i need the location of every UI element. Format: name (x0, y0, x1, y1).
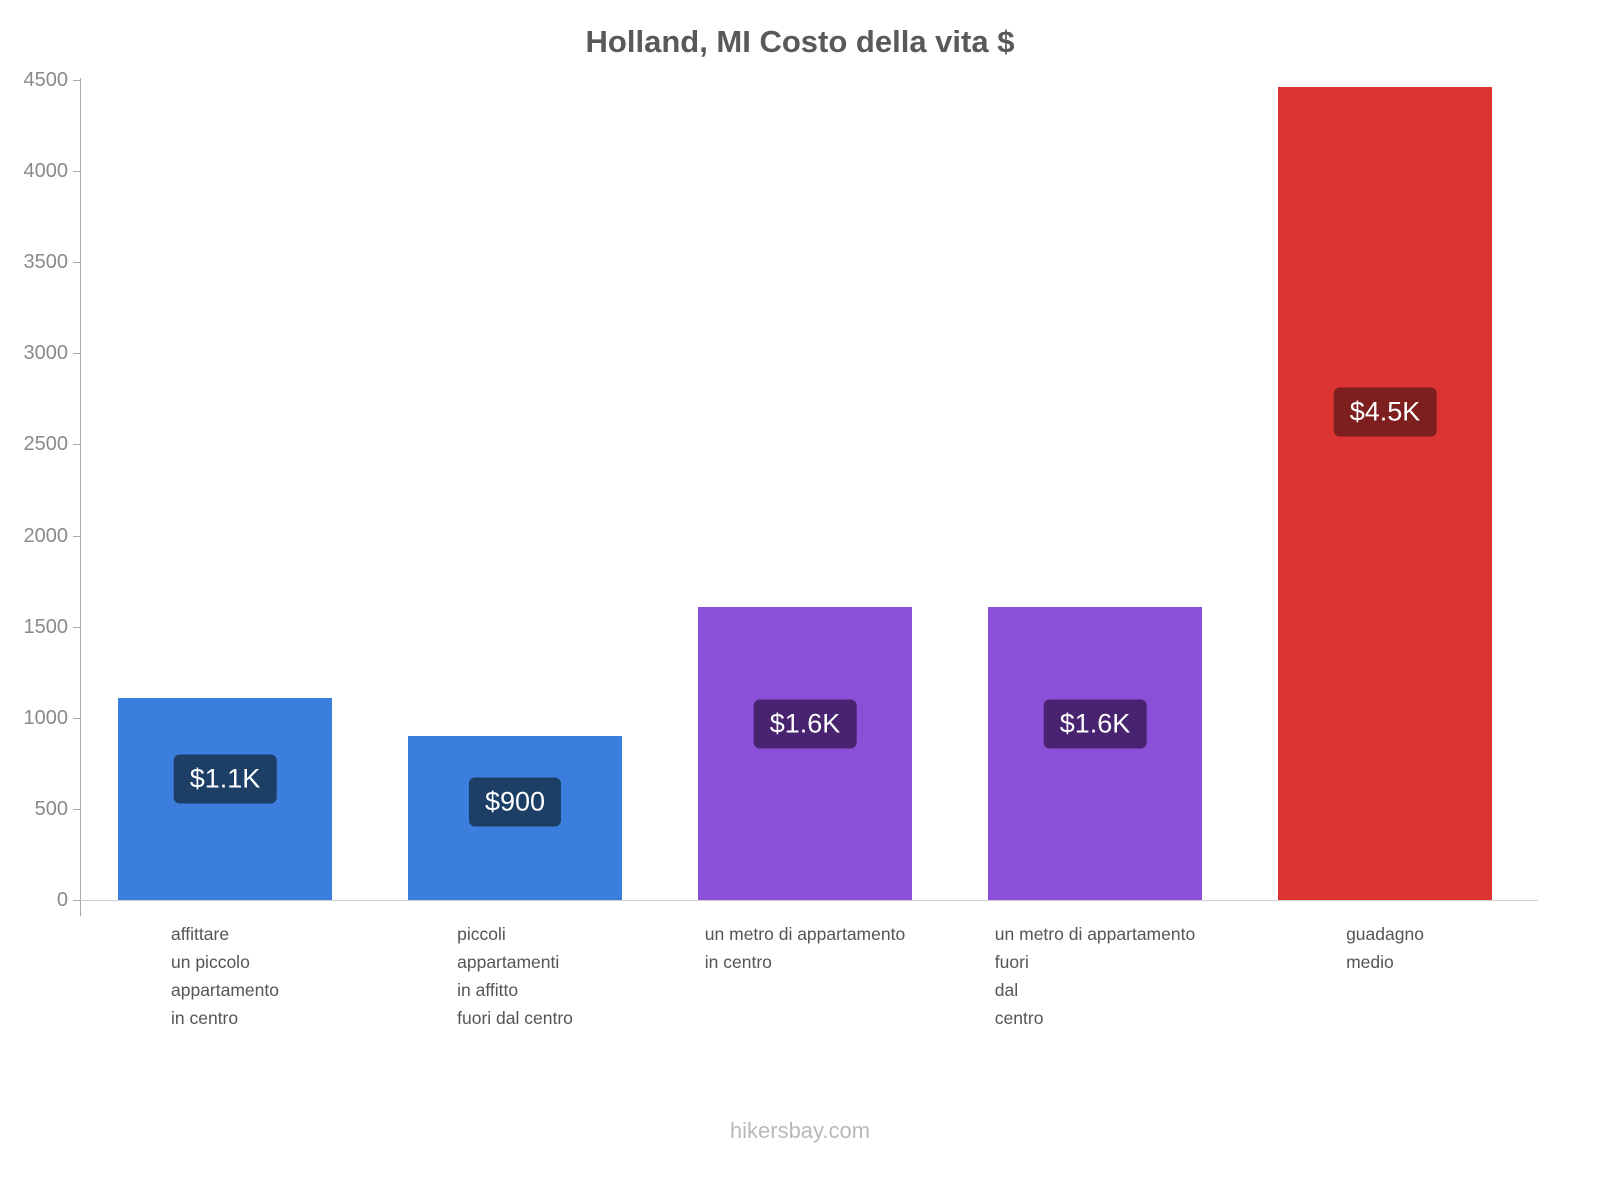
x-category-label-line: in centro (704, 952, 772, 972)
y-axis-line (80, 78, 81, 916)
chart-title: Holland, MI Costo della vita $ (585, 24, 1015, 59)
y-tick-label: 0 (56, 889, 68, 911)
bar-value-label: $900 (468, 777, 562, 827)
bar-value-label: $1.1K (173, 754, 277, 804)
y-tick-label: 3500 (23, 251, 69, 274)
x-category-label-line: piccoli (457, 924, 506, 944)
x-category-label-line: un piccolo (171, 952, 250, 972)
x-category-label-line: fuori (994, 952, 1029, 972)
x-category-label-line: fuori dal centro (457, 1008, 573, 1028)
bar-value-label: $4.5K (1333, 387, 1437, 437)
x-category-label-line: in centro (171, 1008, 239, 1028)
y-tick-label: 3000 (23, 342, 69, 365)
y-tick-label: 1000 (23, 706, 69, 729)
x-category-label: affittare un piccolo appartamento in centro (171, 920, 279, 1032)
x-category-label: piccoli appartamenti in affitto fuori dal c… (457, 920, 573, 1032)
bar (698, 606, 912, 900)
bar-value-label: $1.6K (753, 699, 857, 749)
y-tick-mark (73, 353, 80, 355)
x-category-label-line: in affitto (457, 980, 519, 1000)
y-tick-mark (73, 535, 80, 537)
y-tick-label: 1500 (23, 615, 69, 638)
x-category-label: guadagno medio (1346, 920, 1424, 976)
y-tick-label: 500 (34, 797, 68, 820)
x-category-label-line: un metro di appartamento (994, 924, 1196, 944)
y-tick-mark (73, 808, 80, 810)
x-category-label-line: un metro di appartamento (704, 924, 906, 944)
x-category-label-line: appartamento (171, 980, 279, 1000)
x-category-label-line: guadagno (1346, 924, 1424, 944)
y-tick-label: 4000 (23, 160, 69, 183)
y-tick-label: 4500 (23, 69, 69, 91)
bar-value-label: $1.6K (1043, 699, 1147, 749)
y-tick-mark (73, 444, 80, 446)
y-tick-mark (73, 717, 80, 719)
y-tick-label: 2500 (23, 433, 69, 456)
plot-area: $1.1K affittare un piccolo appartamento in c… (80, 80, 1530, 1028)
y-tick-mark (73, 262, 80, 264)
y-tick-mark (73, 900, 80, 901)
bar (988, 606, 1202, 900)
y-tick-mark (73, 626, 80, 628)
x-category-label-line: affittare (171, 924, 230, 944)
bar (1278, 87, 1492, 900)
y-tick-label: 2000 (23, 524, 69, 547)
x-category-label-line: centro (994, 1008, 1044, 1028)
x-category-label: un metro di appartamento in centro (705, 920, 905, 976)
y-tick-mark (73, 171, 80, 173)
y-tick-mark (73, 80, 80, 81)
x-category-label-line: medio (1346, 952, 1394, 972)
x-category-label: un metro di appartamento fuori dal centro (995, 920, 1195, 1032)
watermark-text: hikersbay.com (729, 1118, 871, 1143)
x-category-label-line: dal (994, 980, 1019, 1000)
x-axis-baseline (80, 900, 1538, 901)
x-category-label-line: appartamenti (457, 952, 560, 972)
